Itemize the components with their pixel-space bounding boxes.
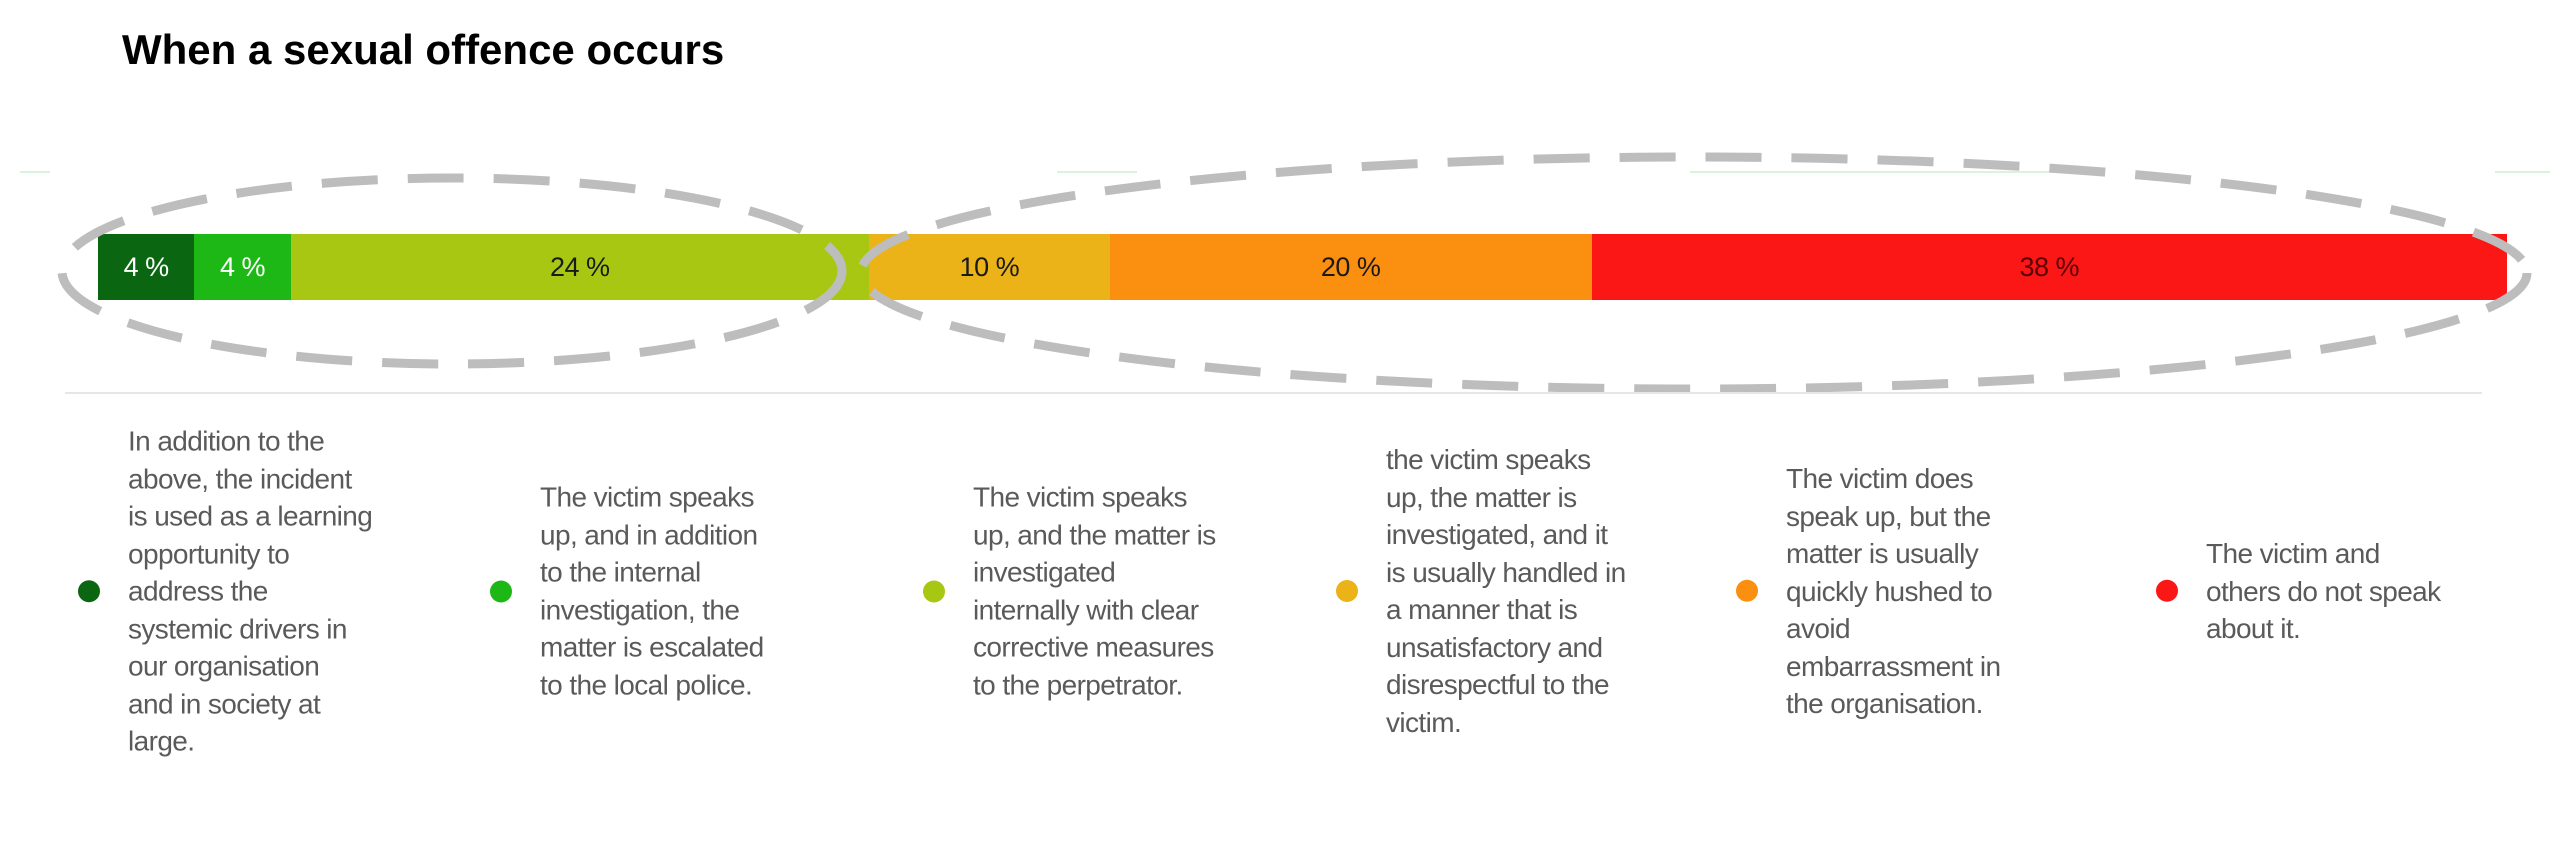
bar-segment-1: 4 % xyxy=(98,234,195,300)
legend-label: the victim speaks up, the matter is inve… xyxy=(1386,444,1626,738)
legend-dot-icon xyxy=(2156,580,2178,602)
legend-dot-icon xyxy=(1336,580,1358,602)
legend-item: In addition to the above, the incident i… xyxy=(78,422,373,760)
legend-dot-icon xyxy=(78,580,100,602)
bar-segment-2: 4 % xyxy=(194,234,291,300)
data-label: 20 % xyxy=(1320,251,1381,282)
legend-label: The victim speaks up, and the matter is … xyxy=(973,481,1216,701)
legend-item: the victim speaks up, the matter is inve… xyxy=(1336,441,1626,741)
legend-label: In addition to the above, the incident i… xyxy=(128,425,373,757)
separator-line xyxy=(65,392,2482,394)
faint-line xyxy=(1690,171,2050,173)
data-label: 24 % xyxy=(550,251,610,282)
data-label: 38 % xyxy=(2019,251,2080,282)
legend-label: The victim and others do not speak about… xyxy=(2206,537,2441,644)
legend-item: The victim speaks up, and the matter is … xyxy=(923,479,1216,704)
legend-dot-icon xyxy=(490,580,512,602)
legend-item: The victim does speak up, but the matter… xyxy=(1736,460,2001,723)
legend-label: The victim does speak up, but the matter… xyxy=(1786,462,2001,719)
stacked-bar: 4 % 4 % 24 % 10 % 20 % 38 % xyxy=(98,234,2507,300)
data-label: 4 % xyxy=(220,251,266,282)
bar-segment-5: 20 % xyxy=(1109,234,1592,300)
legend-dot-icon xyxy=(923,580,945,602)
legend-item: The victim and others do not speak about… xyxy=(2156,535,2441,648)
bar-segment-3: 24 % xyxy=(290,234,869,300)
legend-label: The victim speaks up, and in addition to… xyxy=(540,481,764,701)
legend-item: The victim speaks up, and in addition to… xyxy=(490,479,764,704)
data-label: 4 % xyxy=(123,251,170,282)
legend-dot-icon xyxy=(1736,580,1758,602)
bar-segment-6: 38 % xyxy=(1591,234,2507,300)
bar-segment-4: 10 % xyxy=(868,234,1110,300)
data-label: 10 % xyxy=(959,251,1020,282)
chart-title: When a sexual offence occurs xyxy=(122,26,725,73)
faint-line xyxy=(20,171,50,173)
faint-line xyxy=(1057,171,1137,173)
faint-line xyxy=(2495,171,2550,173)
